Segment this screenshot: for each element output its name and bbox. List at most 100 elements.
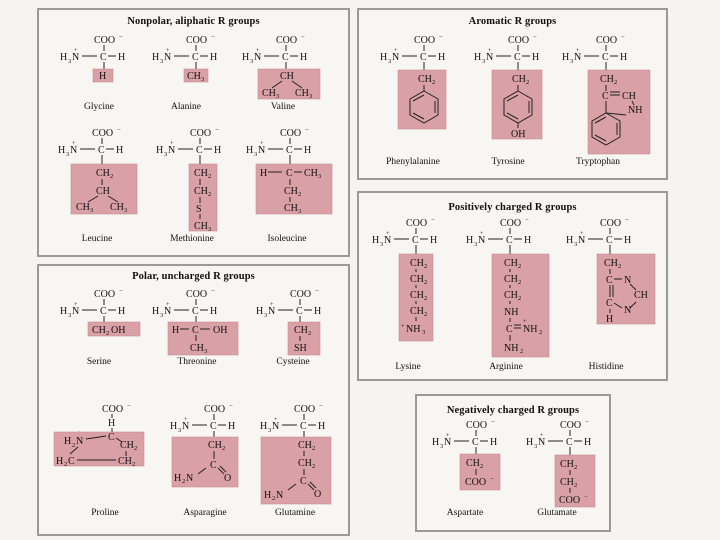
svg-text:2: 2 — [72, 442, 75, 449]
svg-text:H: H — [214, 145, 221, 156]
svg-text:H: H — [438, 52, 445, 63]
name-valine: Valine — [270, 102, 296, 112]
svg-text:−: − — [119, 288, 123, 295]
svg-text:N: N — [538, 437, 545, 448]
svg-text:H: H — [174, 473, 181, 484]
svg-text:COO: COO — [600, 218, 621, 229]
svg-text:+: + — [184, 416, 188, 423]
svg-text:3: 3 — [380, 241, 383, 248]
svg-text:H: H — [624, 235, 631, 246]
svg-text:C: C — [282, 52, 289, 63]
svg-text:CH: CH — [280, 71, 294, 82]
svg-text:C: C — [602, 52, 609, 63]
svg-text:CH: CH — [304, 168, 318, 179]
svg-text:H: H — [56, 456, 63, 467]
svg-text:C: C — [108, 432, 115, 443]
svg-text:CH: CH — [634, 290, 648, 301]
name-tryptophan: Tryptophan — [576, 157, 620, 167]
svg-text:3: 3 — [318, 173, 321, 180]
svg-text:3: 3 — [534, 443, 537, 450]
svg-text:−: − — [525, 217, 529, 224]
svg-text:C: C — [300, 476, 307, 487]
svg-text:2: 2 — [618, 263, 621, 270]
svg-text:−: − — [621, 34, 625, 41]
svg-text:H: H — [108, 418, 115, 429]
svg-text:2: 2 — [424, 311, 427, 318]
name-cysteine: Cysteine — [276, 357, 310, 367]
svg-text:CH: CH — [194, 221, 208, 232]
svg-text:H: H — [524, 235, 531, 246]
svg-text:CH: CH — [208, 440, 222, 451]
name-glutamate: Glutamate — [537, 508, 577, 518]
svg-text:NH: NH — [504, 343, 518, 354]
svg-text:−: − — [119, 34, 123, 41]
svg-text:CH: CH — [120, 440, 134, 451]
svg-text:NH: NH — [628, 105, 642, 116]
svg-text:+: + — [274, 416, 278, 423]
svg-text:NH: NH — [504, 307, 518, 318]
svg-text:CH: CH — [504, 258, 518, 269]
svg-text:CH: CH — [295, 88, 309, 99]
svg-text:2: 2 — [424, 279, 427, 286]
svg-text:2: 2 — [424, 295, 427, 302]
svg-text:H: H — [474, 52, 481, 63]
panel-title-aromatic: Aromatic R groups — [468, 16, 557, 27]
svg-text:COO: COO — [94, 35, 115, 46]
svg-text:C: C — [606, 275, 613, 286]
svg-text:CH: CH — [600, 74, 614, 85]
name-histidine: Histidine — [588, 362, 624, 372]
svg-text:CH: CH — [194, 186, 208, 197]
svg-text:NH: NH — [523, 324, 537, 335]
svg-text:2: 2 — [312, 463, 315, 470]
svg-text:3: 3 — [250, 58, 253, 65]
svg-text:CH: CH — [560, 459, 574, 470]
svg-text:CH: CH — [410, 306, 424, 317]
svg-text:H: H — [314, 306, 321, 317]
svg-text:COO: COO — [406, 218, 427, 229]
svg-text:+: + — [446, 432, 450, 439]
svg-text:+: + — [256, 47, 260, 54]
svg-text:N: N — [624, 305, 631, 316]
svg-text:−: − — [305, 127, 309, 134]
svg-text:SH: SH — [294, 343, 307, 354]
svg-text:COO: COO — [92, 128, 113, 139]
svg-text:H: H — [118, 52, 125, 63]
svg-text:COO: COO — [596, 35, 617, 46]
svg-text:−: − — [439, 34, 443, 41]
panel-title-nonpolar: Nonpolar, aliphatic R groups — [127, 16, 260, 27]
svg-text:3: 3 — [160, 312, 163, 319]
svg-text:−: − — [215, 127, 219, 134]
svg-text:+: + — [170, 140, 174, 147]
svg-text:CH: CH — [512, 74, 526, 85]
svg-text:S: S — [196, 204, 202, 215]
svg-text:2: 2 — [134, 445, 137, 452]
svg-text:3: 3 — [482, 58, 485, 65]
svg-text:CH: CH — [560, 477, 574, 488]
svg-text:OH: OH — [511, 129, 525, 140]
svg-text:CH: CH — [284, 186, 298, 197]
svg-text:C: C — [286, 168, 293, 179]
svg-text:2: 2 — [208, 191, 211, 198]
name-proline: Proline — [91, 508, 119, 518]
name-leucine: Leucine — [81, 234, 113, 244]
svg-text:3: 3 — [422, 329, 425, 336]
svg-text:C: C — [602, 91, 609, 102]
svg-text:NH: NH — [406, 324, 420, 335]
name-phenylalanine: Phenylalanine — [386, 157, 440, 167]
svg-text:+: + — [166, 47, 170, 54]
svg-text:2: 2 — [518, 263, 521, 270]
svg-text:H: H — [264, 490, 271, 501]
svg-text:3: 3 — [66, 151, 69, 158]
svg-text:COO: COO — [466, 420, 487, 431]
svg-text:COO: COO — [276, 35, 297, 46]
svg-text:COO: COO — [294, 404, 315, 415]
svg-text:N: N — [70, 145, 77, 156]
svg-text:N: N — [186, 473, 193, 484]
svg-text:2: 2 — [574, 482, 577, 489]
name-serine: Serine — [86, 357, 112, 367]
